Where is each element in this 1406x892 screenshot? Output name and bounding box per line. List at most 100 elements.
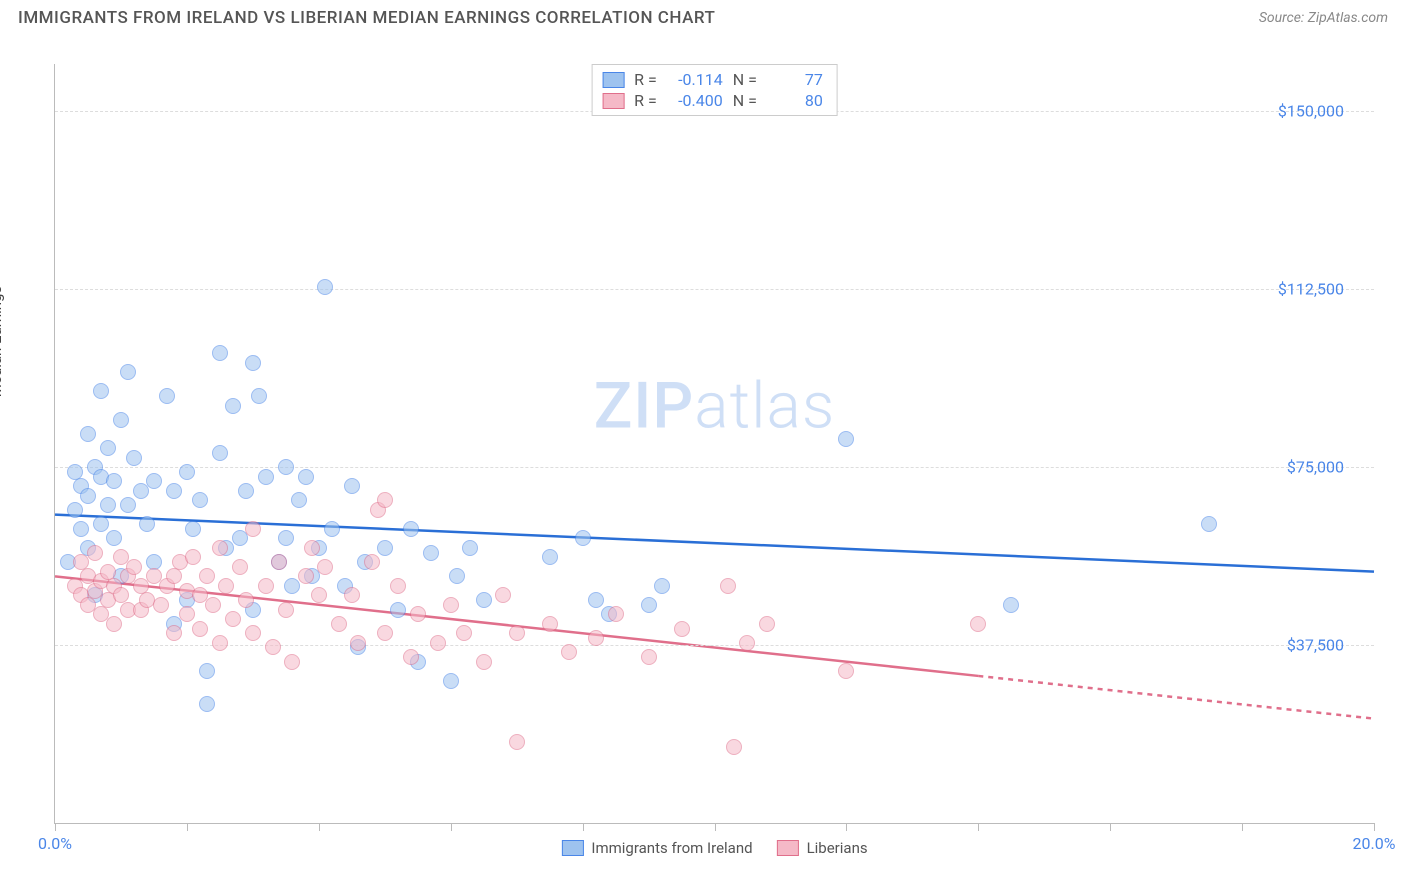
scatter-point-liberia xyxy=(588,630,604,646)
scatter-point-liberia xyxy=(205,597,221,613)
scatter-point-ireland xyxy=(1003,597,1019,613)
gridline xyxy=(55,289,1374,290)
scatter-point-liberia xyxy=(561,644,577,660)
scatter-point-ireland xyxy=(120,497,136,513)
scatter-point-liberia xyxy=(218,578,234,594)
scatter-point-ireland xyxy=(317,279,333,295)
x-tick xyxy=(187,823,188,831)
trend-lines-svg xyxy=(55,64,1374,823)
scatter-point-ireland xyxy=(258,469,274,485)
y-tick-label: $75,000 xyxy=(1287,458,1344,477)
x-tick xyxy=(978,823,979,831)
scatter-point-ireland xyxy=(449,568,465,584)
scatter-point-liberia xyxy=(166,625,182,641)
scatter-point-ireland xyxy=(212,445,228,461)
swatch-ireland xyxy=(561,840,583,856)
scatter-point-ireland xyxy=(291,492,307,508)
scatter-point-ireland xyxy=(73,521,89,537)
scatter-point-liberia xyxy=(126,559,142,575)
scatter-point-ireland xyxy=(199,663,215,679)
swatch-ireland xyxy=(602,72,624,88)
scatter-point-ireland xyxy=(67,502,83,518)
scatter-point-ireland xyxy=(166,483,182,499)
scatter-point-liberia xyxy=(509,625,525,641)
scatter-point-liberia xyxy=(377,492,393,508)
scatter-point-ireland xyxy=(278,459,294,475)
chart-container: Median Earnings ZIPatlas R = -0.114 N = … xyxy=(18,44,1388,878)
scatter-point-liberia xyxy=(258,578,274,594)
scatter-point-ireland xyxy=(146,473,162,489)
r-label: R = xyxy=(634,70,657,89)
scatter-point-liberia xyxy=(364,554,380,570)
scatter-point-ireland xyxy=(344,478,360,494)
scatter-point-liberia xyxy=(212,635,228,651)
scatter-point-liberia xyxy=(245,521,261,537)
scatter-point-ireland xyxy=(225,398,241,414)
x-tick xyxy=(583,823,584,831)
r-label: R = xyxy=(634,91,657,110)
scatter-point-liberia xyxy=(970,616,986,632)
scatter-point-liberia xyxy=(674,621,690,637)
scatter-point-liberia xyxy=(377,625,393,641)
x-tick-label: 0.0% xyxy=(38,834,72,853)
scatter-point-ireland xyxy=(251,388,267,404)
gridline xyxy=(55,467,1374,468)
scatter-point-liberia xyxy=(225,611,241,627)
scatter-point-liberia xyxy=(726,739,742,755)
legend-label-ireland: Immigrants from Ireland xyxy=(591,839,752,857)
scatter-point-liberia xyxy=(166,568,182,584)
scatter-point-ireland xyxy=(403,521,419,537)
series-legend: Immigrants from Ireland Liberians xyxy=(561,839,867,857)
scatter-point-liberia xyxy=(495,587,511,603)
stats-row-liberia: R = -0.400 N = 80 xyxy=(602,90,823,111)
n-label: N = xyxy=(733,70,757,89)
scatter-point-liberia xyxy=(390,578,406,594)
scatter-point-ireland xyxy=(838,431,854,447)
scatter-point-ireland xyxy=(100,497,116,513)
x-tick xyxy=(451,823,452,831)
scatter-point-ireland xyxy=(126,450,142,466)
scatter-point-liberia xyxy=(153,597,169,613)
scatter-point-liberia xyxy=(179,606,195,622)
scatter-point-ireland xyxy=(588,592,604,608)
x-tick xyxy=(715,823,716,831)
scatter-point-ireland xyxy=(106,473,122,489)
y-tick-label: $37,500 xyxy=(1287,636,1344,655)
r-value-liberia: -0.400 xyxy=(667,91,723,110)
scatter-point-ireland xyxy=(139,516,155,532)
scatter-point-ireland xyxy=(159,388,175,404)
swatch-liberia xyxy=(777,840,799,856)
scatter-point-ireland xyxy=(113,412,129,428)
scatter-point-ireland xyxy=(641,597,657,613)
scatter-point-liberia xyxy=(739,635,755,651)
scatter-point-liberia xyxy=(185,549,201,565)
swatch-liberia xyxy=(602,93,624,109)
scatter-point-ireland xyxy=(238,483,254,499)
scatter-point-liberia xyxy=(476,654,492,670)
scatter-point-ireland xyxy=(476,592,492,608)
scatter-point-liberia xyxy=(238,592,254,608)
scatter-point-liberia xyxy=(410,606,426,622)
scatter-point-ireland xyxy=(462,540,478,556)
scatter-point-liberia xyxy=(456,625,472,641)
plot-area: ZIPatlas R = -0.114 N = 77 R = -0.400 N … xyxy=(54,64,1374,824)
scatter-point-ireland xyxy=(192,492,208,508)
scatter-point-ireland xyxy=(1201,516,1217,532)
legend-label-liberia: Liberians xyxy=(807,839,868,857)
scatter-point-ireland xyxy=(93,516,109,532)
scatter-point-liberia xyxy=(608,606,624,622)
y-tick-label: $150,000 xyxy=(1278,102,1344,121)
scatter-point-liberia xyxy=(311,587,327,603)
scatter-point-liberia xyxy=(443,597,459,613)
r-value-ireland: -0.114 xyxy=(667,70,723,89)
x-tick xyxy=(1374,823,1375,831)
scatter-point-ireland xyxy=(654,578,670,594)
scatter-point-liberia xyxy=(350,635,366,651)
scatter-point-liberia xyxy=(403,649,419,665)
stats-row-ireland: R = -0.114 N = 77 xyxy=(602,69,823,90)
scatter-point-liberia xyxy=(87,545,103,561)
scatter-point-ireland xyxy=(185,521,201,537)
scatter-point-liberia xyxy=(232,559,248,575)
scatter-point-ireland xyxy=(575,530,591,546)
scatter-point-liberia xyxy=(641,649,657,665)
